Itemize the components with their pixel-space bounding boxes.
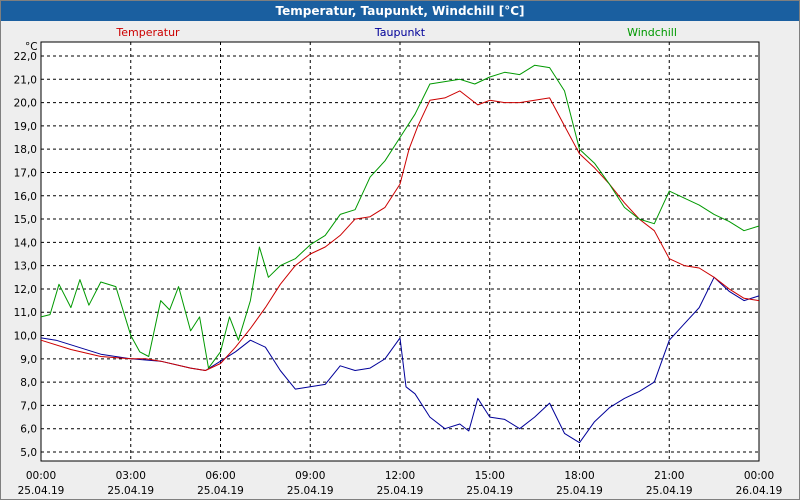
x-tick-time: 12:00: [385, 470, 415, 482]
x-tick-time: 09:00: [295, 470, 325, 482]
y-tick-label: 10,0: [14, 331, 37, 343]
x-axis-ticks: 00:00 25.04.19 03:00 25.04.19 06:00 25.04.19 0…: [18, 470, 783, 497]
y-tick-label: 5,0: [20, 447, 37, 459]
y-tick-label: 22,0: [14, 51, 37, 63]
y-tick-label: 6,0: [20, 424, 37, 436]
y-axis-ticks: 22,0 21,0 20,0 19,0 18,0 17,0 16,0 15,0 14,0 13,0…: [14, 51, 37, 459]
x-tick-date: 26.04.19: [736, 485, 783, 497]
y-tick-label: 8,0: [20, 377, 37, 389]
series-line-taupunkt: [40, 276, 760, 444]
x-tick-time: 18:00: [564, 470, 594, 482]
y-tick-label: 17,0: [14, 167, 37, 179]
legend-windchill: Windchill: [627, 26, 677, 39]
series-layer: [40, 64, 760, 444]
x-tick-time: 15:00: [475, 470, 505, 482]
series-line-temperatur: [40, 90, 760, 371]
x-tick-date: 25.04.19: [287, 485, 334, 497]
x-tick-date: 25.04.19: [466, 485, 513, 497]
x-tick-time: 00:00: [744, 470, 774, 482]
legend-temperatur: Temperatur: [115, 26, 180, 39]
x-tick-date: 25.04.19: [377, 485, 424, 497]
y-tick-label: 19,0: [14, 121, 37, 133]
x-tick-time: 06:00: [205, 470, 235, 482]
y-tick-label: 18,0: [14, 144, 37, 156]
x-tick-date: 25.04.19: [197, 485, 244, 497]
y-tick-label: 16,0: [14, 191, 37, 203]
y-tick-label: 13,0: [14, 261, 37, 273]
y-tick-label: 14,0: [14, 237, 37, 249]
x-tick-time: 00:00: [26, 470, 56, 482]
x-tick-time: 03:00: [116, 470, 146, 482]
y-tick-label: 21,0: [14, 74, 37, 86]
y-tick-label: 15,0: [14, 214, 37, 226]
x-tick-time: 21:00: [654, 470, 684, 482]
y-tick-label: 12,0: [14, 284, 37, 296]
y-tick-label: 20,0: [14, 98, 37, 110]
series-line-windchill: [40, 64, 760, 369]
x-tick-date: 25.04.19: [18, 485, 65, 497]
x-tick-date: 25.04.19: [107, 485, 154, 497]
y-tick-label: 9,0: [20, 354, 37, 366]
grid-lines: [41, 42, 759, 461]
x-tick-date: 25.04.19: [646, 485, 693, 497]
y-tick-label: 7,0: [20, 400, 37, 412]
x-tick-date: 25.04.19: [556, 485, 603, 497]
y-axis-unit: °C: [25, 41, 38, 53]
window-title: Temperatur, Taupunkt, Windchill [°C]: [1, 1, 799, 21]
y-tick-label: 11,0: [14, 307, 37, 319]
legend-taupunkt: Taupunkt: [374, 26, 426, 39]
